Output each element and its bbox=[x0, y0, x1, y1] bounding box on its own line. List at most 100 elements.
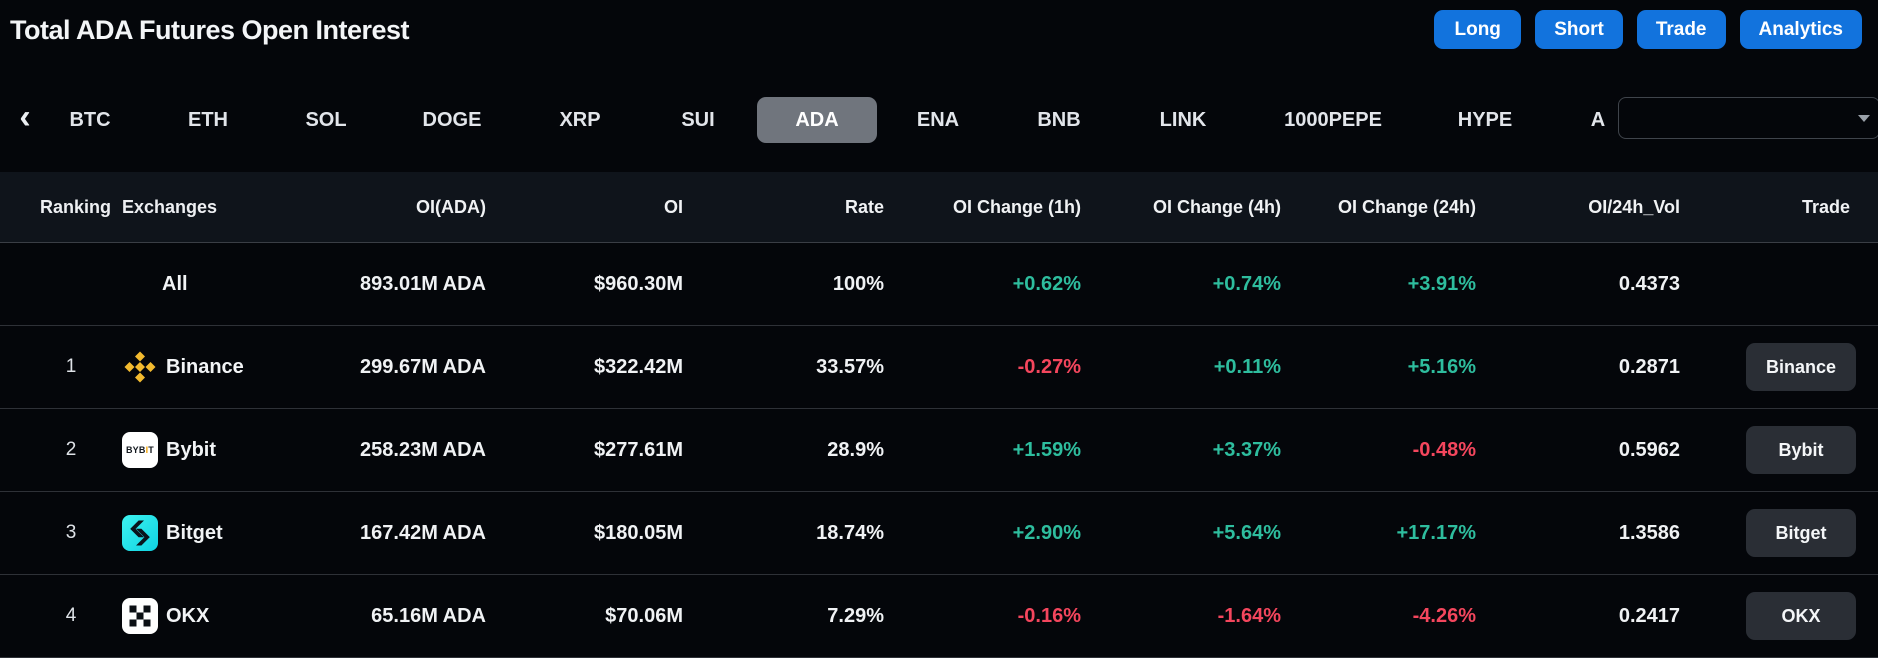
col-oi-24h-vol: OI/24h_Vol bbox=[1588, 196, 1680, 217]
exchange-trade-button[interactable]: Bybit bbox=[1746, 426, 1856, 474]
oi-ada-cell: 65.16M ADA bbox=[371, 604, 486, 627]
tab-ada[interactable]: ADA bbox=[757, 97, 877, 143]
exchange-cell: OKX bbox=[110, 598, 306, 634]
tab-doge[interactable]: DOGE bbox=[422, 109, 482, 131]
trade-cell: OKX bbox=[1690, 592, 1878, 640]
oi-cell: $70.06M bbox=[605, 604, 683, 627]
okx-icon bbox=[122, 598, 158, 634]
exchange-cell: Bitget bbox=[110, 515, 306, 551]
symbol-tabbar: ‹ BTC ETH SOL DOGE XRP SUI ADA ENA BNB L… bbox=[0, 97, 1878, 143]
exchange-name: Bitget bbox=[166, 521, 223, 544]
trade-cell: Bitget bbox=[1690, 509, 1878, 557]
trade-cell: Binance bbox=[1690, 343, 1878, 391]
exchange-cell: Binance bbox=[110, 349, 306, 385]
oi-change-24h-cell: -0.48% bbox=[1412, 438, 1476, 461]
oi-change-1h-cell: +0.62% bbox=[1012, 272, 1081, 295]
bybit-icon: BYB I T bbox=[122, 432, 158, 468]
rate-cell: 28.9% bbox=[827, 438, 884, 461]
oi-change-4h-cell: +5.64% bbox=[1212, 521, 1281, 544]
exchange-trade-button[interactable]: Bitget bbox=[1746, 509, 1856, 557]
oi-ada-cell: 167.42M ADA bbox=[360, 521, 486, 544]
tab-link[interactable]: LINK bbox=[1159, 109, 1207, 131]
long-button[interactable]: Long bbox=[1434, 10, 1522, 49]
oi-change-1h-cell: +2.90% bbox=[1012, 521, 1081, 544]
table-row: 2 BYB I T Bybit 258.23M ADA $277.61M 28.9%… bbox=[0, 409, 1878, 492]
oi-24h-vol-cell: 0.2417 bbox=[1618, 604, 1680, 627]
oi-24h-vol-cell: 0.4373 bbox=[1618, 272, 1680, 295]
oi-change-4h-cell: +3.37% bbox=[1212, 438, 1281, 461]
table-row: 4 OKX 65.16M ADA $70.06M 7.29% -0.16% -1… bbox=[0, 575, 1878, 658]
analytics-button[interactable]: Analytics bbox=[1739, 10, 1862, 49]
bitget-icon bbox=[122, 515, 158, 551]
oi-cell: $960.30M bbox=[594, 272, 683, 295]
tab-btc[interactable]: BTC bbox=[69, 109, 111, 131]
rate-cell: 100% bbox=[832, 272, 884, 295]
tab-eth[interactable]: ETH bbox=[188, 109, 228, 131]
oi-24h-vol-cell: 1.3586 bbox=[1618, 521, 1680, 544]
tab-sol[interactable]: SOL bbox=[305, 109, 347, 131]
oi-change-24h-cell: -4.26% bbox=[1412, 604, 1476, 627]
oi-change-4h-cell: +0.11% bbox=[1213, 355, 1281, 378]
col-exchanges: Exchanges bbox=[122, 196, 218, 217]
rate-cell: 18.74% bbox=[816, 521, 884, 544]
exchange-name: OKX bbox=[166, 604, 210, 627]
exchange-name: All bbox=[162, 272, 188, 295]
tab-truncated[interactable]: A bbox=[1590, 109, 1606, 131]
exchange-trade-button[interactable]: OKX bbox=[1746, 592, 1856, 640]
col-rate: Rate bbox=[844, 196, 884, 217]
rate-cell: 7.29% bbox=[827, 604, 884, 627]
trade-button[interactable]: Trade bbox=[1636, 10, 1726, 49]
exchange-name: Binance bbox=[166, 355, 244, 378]
tabs-scroll-left-button[interactable]: ‹ bbox=[10, 94, 40, 140]
oi-change-24h-cell: +3.91% bbox=[1407, 272, 1476, 295]
col-oi: OI bbox=[663, 196, 683, 217]
table-row: 3 Bitget 167.42M ADA $180.05M 18.74% +2.… bbox=[0, 492, 1878, 575]
oi-ada-cell: 299.67M ADA bbox=[360, 355, 486, 378]
ranking-cell: 3 bbox=[65, 522, 77, 543]
short-button[interactable]: Short bbox=[1535, 10, 1623, 49]
oi-change-4h-cell: -1.64% bbox=[1217, 604, 1281, 627]
oi-change-1h-cell: -0.27% bbox=[1017, 355, 1081, 378]
oi-ada-cell: 258.23M ADA bbox=[360, 438, 486, 461]
exchange-cell: All bbox=[110, 273, 306, 296]
oi-ada-cell: 893.01M ADA bbox=[360, 272, 486, 295]
oi-cell: $322.42M bbox=[594, 355, 683, 378]
col-oi-ada: OI(ADA) bbox=[416, 196, 486, 217]
rate-cell: 33.57% bbox=[816, 355, 884, 378]
tab-bnb[interactable]: BNB bbox=[1037, 109, 1081, 131]
symbol-search-box[interactable] bbox=[1618, 97, 1878, 139]
oi-change-1h-cell: +1.59% bbox=[1012, 438, 1081, 461]
search-input[interactable] bbox=[1637, 108, 1858, 128]
exchange-name: Bybit bbox=[166, 438, 216, 461]
col-oi-change-4h: OI Change (4h) bbox=[1152, 196, 1281, 217]
table-body: All 893.01M ADA $960.30M 100% +0.62% +0.… bbox=[0, 243, 1878, 658]
table-header-row: Ranking Exchanges OI(ADA) OI Rate OI Cha… bbox=[0, 172, 1878, 243]
binance-icon bbox=[122, 349, 158, 385]
ranking-cell: 1 bbox=[65, 356, 77, 377]
col-oi-change-24h: OI Change (24h) bbox=[1337, 196, 1476, 217]
exchange-cell: BYB I T Bybit bbox=[110, 432, 306, 468]
col-oi-change-1h: OI Change (1h) bbox=[952, 196, 1081, 217]
page-title: Total ADA Futures Open Interest bbox=[10, 15, 410, 45]
tab-sui[interactable]: SUI bbox=[681, 109, 715, 131]
tab-ena[interactable]: ENA bbox=[916, 109, 960, 131]
oi-change-24h-cell: +17.17% bbox=[1396, 521, 1476, 544]
top-action-buttons: Long Short Trade Analytics bbox=[1434, 10, 1862, 49]
table-row: All 893.01M ADA $960.30M 100% +0.62% +0.… bbox=[0, 243, 1878, 326]
oi-24h-vol-cell: 0.5962 bbox=[1618, 438, 1680, 461]
ranking-cell: 2 bbox=[65, 439, 77, 460]
oi-cell: $277.61M bbox=[594, 438, 683, 461]
oi-change-1h-cell: -0.16% bbox=[1017, 604, 1081, 627]
tab-hype[interactable]: HYPE bbox=[1457, 109, 1513, 131]
oi-change-4h-cell: +0.74% bbox=[1212, 272, 1281, 295]
dropdown-caret-icon[interactable] bbox=[1858, 114, 1870, 122]
exchange-trade-button[interactable]: Binance bbox=[1746, 343, 1856, 391]
col-trade: Trade bbox=[1801, 196, 1850, 217]
tab-xrp[interactable]: XRP bbox=[559, 109, 601, 131]
trade-cell: Bybit bbox=[1690, 426, 1878, 474]
oi-24h-vol-cell: 0.2871 bbox=[1618, 355, 1680, 378]
col-ranking: Ranking bbox=[40, 196, 110, 217]
tab-1000pepe[interactable]: 1000PEPE bbox=[1284, 109, 1382, 131]
oi-change-24h-cell: +5.16% bbox=[1407, 355, 1476, 378]
